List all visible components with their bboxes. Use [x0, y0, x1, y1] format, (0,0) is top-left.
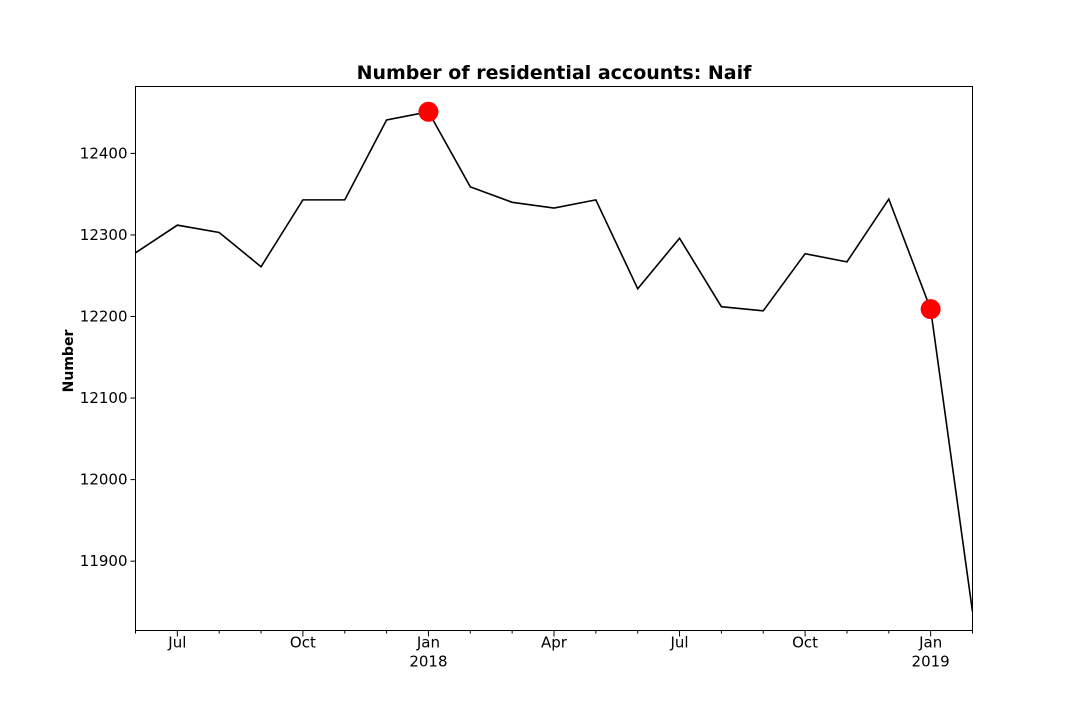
- x-tick-year-label: 2018: [409, 653, 447, 671]
- highlight-point: [418, 101, 439, 122]
- y-tick-label: 12100: [80, 389, 128, 407]
- y-tick-label: 12300: [80, 226, 128, 244]
- x-tick-label: Jan: [416, 634, 440, 652]
- y-tick-label: 12000: [80, 471, 128, 489]
- x-tick-year-label: 2019: [912, 653, 950, 671]
- x-tick-label: Oct: [290, 634, 316, 652]
- x-tick-label: Apr: [541, 634, 568, 652]
- y-tick-label: 11900: [80, 552, 128, 570]
- plot-area-frame: [135, 86, 973, 631]
- x-tick-label: Jul: [669, 634, 688, 652]
- series-line: [135, 110, 973, 612]
- x-tick-label: Jul: [167, 634, 186, 652]
- highlight-point: [920, 299, 941, 320]
- y-tick-label: 12200: [80, 307, 128, 325]
- y-axis-label: Number: [61, 330, 77, 393]
- x-tick-label: Oct: [792, 634, 818, 652]
- series-layer: [135, 101, 973, 612]
- x-tick-label: Jan: [918, 634, 942, 652]
- y-tick-label: 12400: [80, 144, 128, 162]
- chart-title: Number of residential accounts: Naif: [357, 62, 753, 84]
